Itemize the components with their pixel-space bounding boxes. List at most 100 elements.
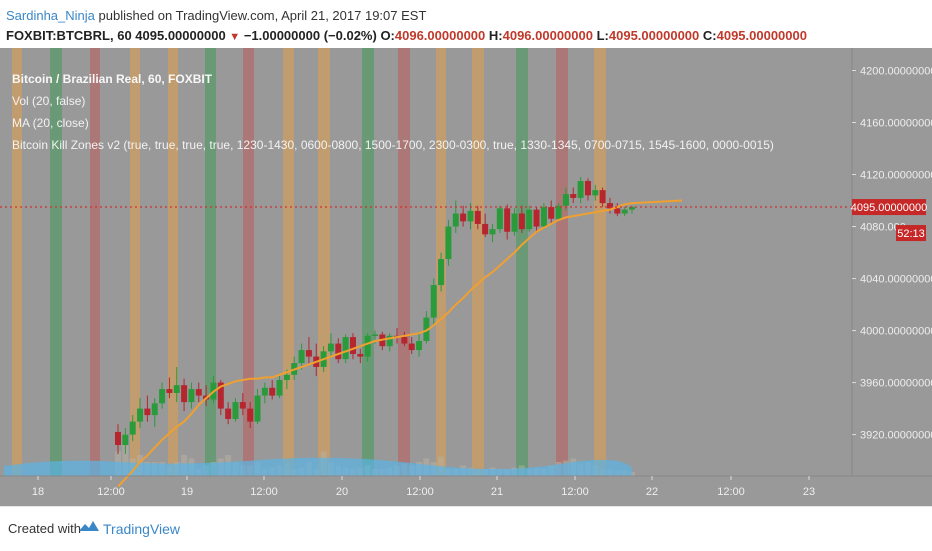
candle-body — [159, 389, 166, 404]
countdown-label: 52:13 — [897, 228, 925, 240]
kill-zone-band — [168, 48, 178, 476]
tradingview-logo-icon[interactable] — [78, 517, 100, 537]
price-tick-label: 4200.00000000 — [860, 66, 932, 78]
price-tick-label: 4080.000 — [860, 222, 906, 234]
time-axis[interactable]: 18 12:00 19 12:00 20 12:00 21 12:00 22 12:00 23 — [32, 476, 815, 498]
chart-legend: Bitcoin / Brazilian Real, 60, FOXBIT Vol… — [12, 72, 774, 152]
candle-body — [584, 181, 591, 196]
kill-zone-band — [130, 48, 140, 476]
open-label: O: — [380, 28, 395, 43]
current-price-tag-bg — [852, 199, 926, 216]
candle-body — [570, 194, 577, 198]
candle-body — [467, 210, 474, 222]
kill-zone-band — [398, 48, 410, 476]
legend-volume[interactable]: Vol (20, false) — [12, 94, 85, 108]
candle-body — [372, 334, 378, 336]
candle-body — [254, 395, 261, 422]
tradingview-link[interactable]: TradingView — [103, 521, 181, 537]
high-label: H: — [488, 28, 503, 43]
symbol-label: FOXBIT:BTCBRL, 60 — [6, 28, 132, 43]
time-tick-label: 12:00 — [717, 486, 745, 498]
kill-zone-band — [362, 48, 374, 476]
publish-line: Sardinha_Ninja published on TradingView.… — [6, 8, 426, 23]
candle-body — [129, 421, 136, 435]
price-tick-label: 4040.00000000 — [860, 274, 932, 286]
low-value: 4095.00000000 — [608, 28, 700, 43]
created-with-text: Created with — [8, 521, 81, 536]
symbol-line: FOXBIT:BTCBRL, 60 4095.00000000 ▼ −1.000… — [6, 28, 807, 43]
time-tick-label: 12:00 — [250, 486, 278, 498]
time-tick-label: 19 — [181, 486, 193, 498]
candle-body — [614, 208, 621, 214]
high-value: 4096.00000000 — [502, 28, 593, 43]
kill-zone-band — [594, 48, 606, 476]
candle-body — [577, 181, 584, 198]
candle-body — [247, 408, 254, 422]
time-tick-label: 18 — [32, 486, 44, 498]
candle-body — [115, 431, 121, 445]
kill-zone-band — [12, 48, 22, 476]
countdown-tag-bg — [896, 225, 926, 242]
candle-body — [261, 387, 268, 396]
price-axis[interactable]: 4200.00000000 4160.00000000 4120.00000000 4… — [852, 66, 932, 442]
candle-body — [166, 389, 173, 393]
candle-body — [430, 285, 437, 318]
candle-body — [122, 434, 129, 445]
last-price: 4095.00000000 — [135, 28, 226, 43]
candle-body — [327, 343, 334, 352]
chart-background — [0, 48, 932, 506]
kill-zones — [12, 48, 606, 476]
candle-body — [232, 402, 239, 419]
candle-body — [533, 209, 540, 227]
candle-body — [342, 337, 349, 360]
legend-killzones[interactable]: Bitcoin Kill Zones v2 (true, true, true,… — [12, 138, 774, 152]
kill-zone-band — [472, 48, 484, 476]
candle-body — [349, 337, 356, 354]
candle-body — [181, 385, 188, 403]
candle-body — [474, 210, 481, 224]
kill-zone-band — [283, 48, 294, 476]
header: Sardinha_Ninja published on TradingView.… — [0, 0, 932, 48]
time-tick-label: 20 — [336, 486, 348, 498]
kill-zone-band — [90, 48, 100, 476]
time-tick-label: 12:00 — [97, 486, 125, 498]
candle-body — [445, 226, 452, 260]
author-link[interactable]: Sardinha_Ninja — [6, 8, 95, 23]
footer: Created with TradingView — [0, 506, 932, 551]
candle-body — [460, 213, 467, 222]
candle-body — [555, 205, 562, 219]
kill-zone-band — [556, 48, 568, 476]
volume-bar — [122, 434, 129, 476]
candle-body — [482, 223, 489, 235]
candle-body — [489, 229, 496, 235]
candle-body — [144, 408, 151, 416]
candle-body — [335, 343, 342, 360]
candle-body — [540, 207, 547, 227]
candle-body — [408, 343, 415, 351]
candle-body — [511, 213, 518, 232]
open-value: 4096.00000000 — [394, 28, 486, 43]
time-tick-label: 22 — [646, 486, 658, 498]
kill-zone-band — [318, 48, 330, 476]
candle-body — [276, 379, 283, 396]
legend-ma[interactable]: MA (20, close) — [12, 116, 89, 130]
candle-body — [364, 335, 371, 357]
time-tick-label: 21 — [491, 486, 503, 498]
candle-body — [548, 207, 555, 219]
candle-body — [599, 190, 606, 204]
candle-body — [629, 207, 635, 210]
kill-zone-band — [205, 48, 216, 476]
candle-body — [562, 194, 569, 206]
candle-body — [217, 382, 224, 409]
candle-body — [423, 317, 430, 341]
candle-body — [416, 340, 423, 351]
candle-body — [496, 208, 503, 230]
price-chart[interactable]: 4200.00000000 4160.00000000 4120.00000000 4… — [0, 48, 932, 506]
candle-body — [269, 387, 276, 396]
published-text: published on TradingView.com, April 21, … — [98, 8, 427, 23]
kill-zone-band — [50, 48, 62, 476]
candle-body — [283, 374, 290, 380]
candle-body — [137, 408, 144, 422]
down-triangle-icon: ▼ — [229, 31, 241, 43]
candle-body — [357, 353, 364, 357]
